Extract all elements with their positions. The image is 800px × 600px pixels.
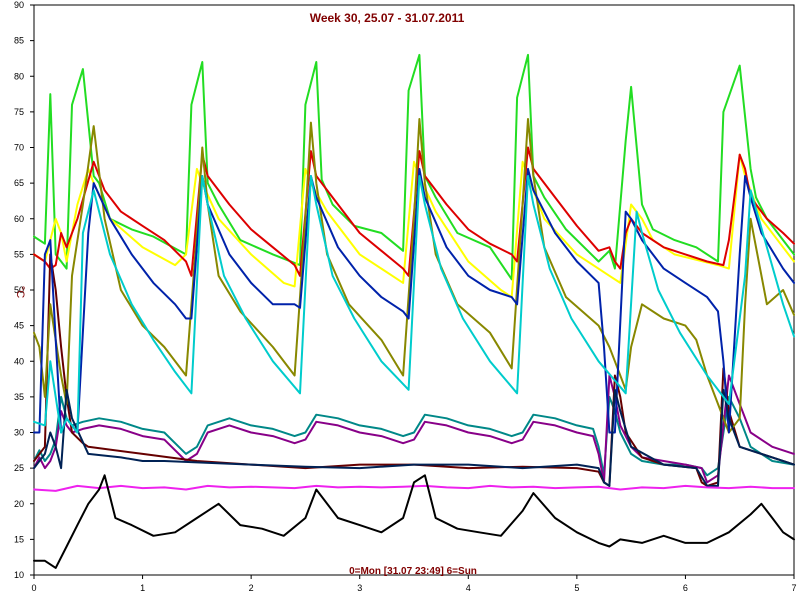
series-line-6	[33, 253, 795, 487]
x-axis-label: 0=Mon [31.07 23:49] 6=Sun	[349, 566, 477, 577]
chart-title: Week 30, 25.07 - 31.07.2011	[310, 11, 465, 25]
y-tick-label: 55	[14, 249, 24, 259]
series-line-5	[33, 374, 795, 484]
y-tick-label: 65	[14, 178, 24, 188]
y-tick-label: 85	[14, 36, 24, 46]
y-tick-label: 40	[14, 356, 24, 366]
y-tick-label: 25	[14, 463, 24, 473]
x-tick-label: 0	[31, 583, 36, 593]
labels: Week 30, 25.07 - 31.07.2011 0=Mon [31.07…	[14, 11, 477, 577]
series-group	[33, 53, 795, 569]
series-line-8	[33, 167, 795, 434]
y-tick-label: 10	[14, 570, 24, 580]
y-tick-label: 70	[14, 143, 24, 153]
series-line-10	[33, 484, 795, 492]
y-tick-label: 90	[14, 0, 24, 10]
axes: 0 1 2 3 4 5 6 710152025303540455055606570758085…	[14, 0, 797, 593]
y-tick-label: 50	[14, 285, 24, 295]
y-tick-label: 15	[14, 534, 24, 544]
x-tick-label: 4	[466, 583, 471, 593]
y-tick-label: 60	[14, 214, 24, 224]
y-tick-label: 35	[14, 392, 24, 402]
series-line-3	[33, 146, 795, 277]
x-tick-label: 6	[683, 583, 688, 593]
y-tick-label: 75	[14, 107, 24, 117]
x-tick-label: 1	[140, 583, 145, 593]
y-tick-label: 45	[14, 321, 24, 331]
series-line-1	[33, 53, 795, 281]
x-tick-label: 5	[574, 583, 579, 593]
series-line-9	[33, 388, 795, 487]
y-tick-label: 30	[14, 428, 24, 438]
y-axis-label: °C	[14, 286, 26, 298]
x-tick-label: 7	[791, 583, 796, 593]
series-line-12	[33, 474, 795, 569]
x-tick-label: 3	[357, 583, 362, 593]
series-line-11	[33, 175, 795, 434]
y-tick-label: 80	[14, 71, 24, 81]
x-tick-label: 2	[249, 583, 254, 593]
y-tick-label: 20	[14, 499, 24, 509]
